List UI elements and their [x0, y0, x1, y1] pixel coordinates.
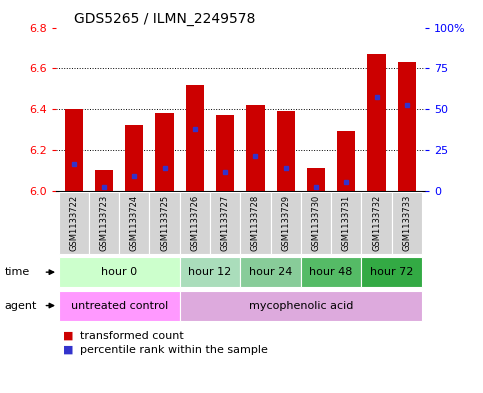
FancyBboxPatch shape [58, 257, 180, 287]
FancyBboxPatch shape [392, 192, 422, 254]
FancyBboxPatch shape [361, 192, 392, 254]
Text: GSM1133726: GSM1133726 [190, 195, 199, 251]
Text: GSM1133724: GSM1133724 [130, 195, 139, 251]
Bar [125, 125, 143, 191]
FancyBboxPatch shape [270, 192, 301, 254]
Text: GSM1133732: GSM1133732 [372, 195, 381, 251]
Bar [216, 115, 234, 191]
Bar [307, 168, 325, 191]
Bar [337, 132, 355, 191]
Text: transformed count: transformed count [80, 331, 184, 341]
Text: hour 48: hour 48 [310, 267, 353, 277]
Text: GSM1133725: GSM1133725 [160, 195, 169, 251]
FancyBboxPatch shape [58, 192, 89, 254]
FancyBboxPatch shape [180, 290, 422, 321]
FancyBboxPatch shape [241, 192, 270, 254]
FancyBboxPatch shape [180, 192, 210, 254]
Text: hour 12: hour 12 [188, 267, 232, 277]
FancyBboxPatch shape [301, 192, 331, 254]
Text: time: time [5, 267, 30, 277]
Text: GSM1133731: GSM1133731 [342, 195, 351, 251]
FancyBboxPatch shape [241, 257, 301, 287]
Bar [246, 105, 265, 191]
FancyBboxPatch shape [89, 192, 119, 254]
Text: GDS5265 / ILMN_2249578: GDS5265 / ILMN_2249578 [74, 13, 256, 26]
Text: GSM1133722: GSM1133722 [69, 195, 78, 251]
Bar [156, 113, 174, 191]
Text: GSM1133728: GSM1133728 [251, 195, 260, 251]
Bar [398, 62, 416, 191]
Bar [368, 54, 385, 191]
FancyBboxPatch shape [301, 257, 361, 287]
FancyBboxPatch shape [58, 290, 180, 321]
Text: GSM1133730: GSM1133730 [312, 195, 321, 251]
Text: hour 72: hour 72 [370, 267, 413, 277]
Text: mycophenolic acid: mycophenolic acid [249, 301, 353, 310]
Text: ■: ■ [63, 345, 73, 355]
Text: GSM1133729: GSM1133729 [281, 195, 290, 251]
FancyBboxPatch shape [361, 257, 422, 287]
Bar [65, 109, 83, 191]
Text: hour 24: hour 24 [249, 267, 292, 277]
Bar [95, 170, 113, 191]
FancyBboxPatch shape [180, 257, 241, 287]
Text: percentile rank within the sample: percentile rank within the sample [80, 345, 268, 355]
FancyBboxPatch shape [331, 192, 361, 254]
Text: ■: ■ [63, 331, 73, 341]
Text: agent: agent [5, 301, 37, 310]
FancyBboxPatch shape [210, 192, 241, 254]
FancyBboxPatch shape [119, 192, 149, 254]
Text: hour 0: hour 0 [101, 267, 137, 277]
Text: untreated control: untreated control [71, 301, 168, 310]
Text: GSM1133727: GSM1133727 [221, 195, 229, 251]
Bar [277, 111, 295, 191]
FancyBboxPatch shape [149, 192, 180, 254]
Text: GSM1133733: GSM1133733 [402, 195, 412, 251]
Text: GSM1133723: GSM1133723 [99, 195, 109, 251]
Bar [186, 84, 204, 191]
